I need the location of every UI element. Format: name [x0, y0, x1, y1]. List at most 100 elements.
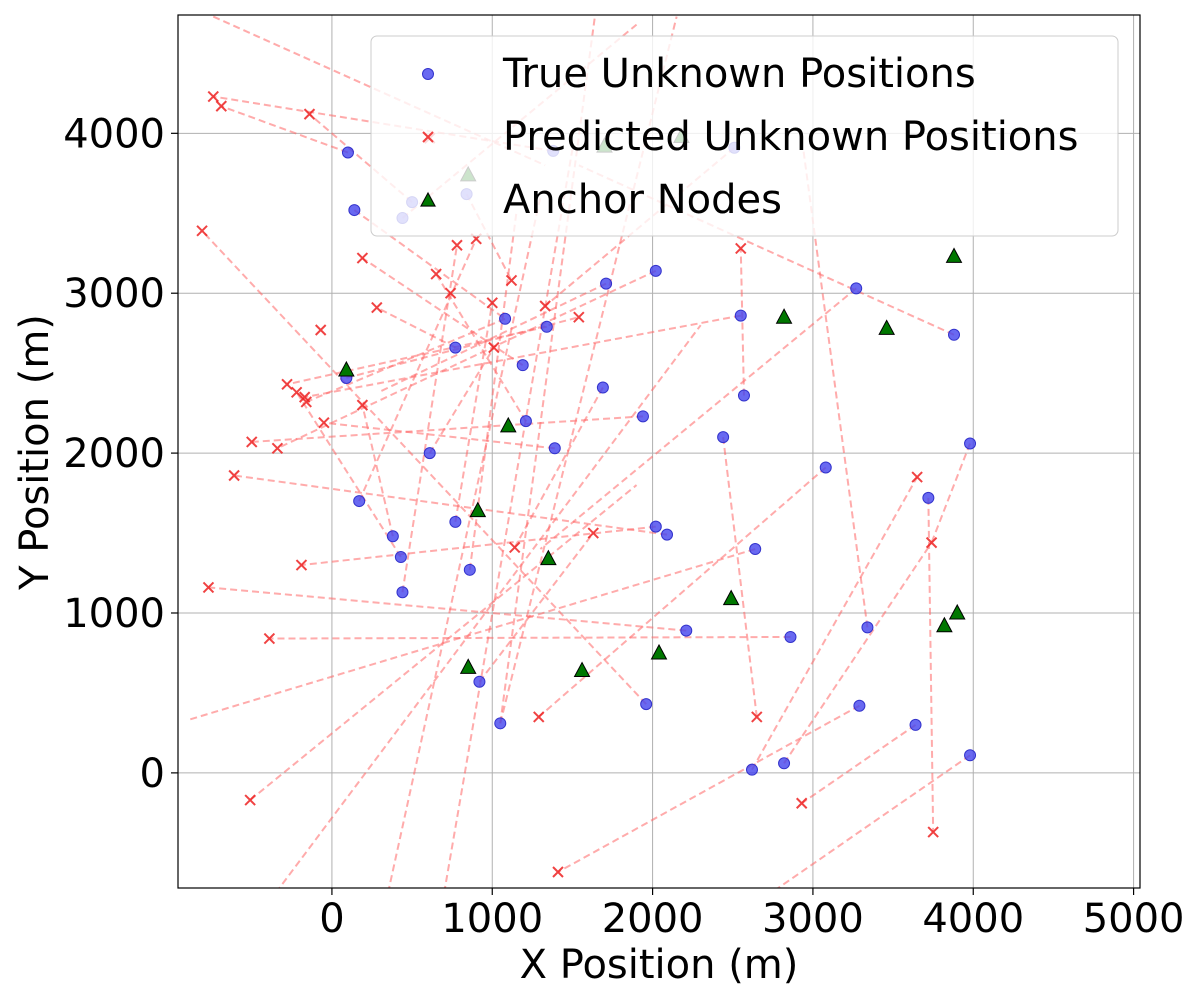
anchor-node-point	[469, 501, 487, 518]
error-line	[361, 257, 524, 366]
error-line	[722, 436, 758, 718]
error-line	[435, 273, 527, 422]
true-positions-series	[340, 141, 977, 776]
predicted-position-point	[263, 632, 276, 645]
true-position-point	[861, 621, 874, 634]
error-line	[201, 230, 647, 705]
plot-frame	[177, 14, 1141, 889]
true-position-point	[463, 563, 476, 576]
anchor-node-point	[650, 643, 668, 660]
error-line	[304, 314, 741, 399]
predicted-position-point	[300, 396, 312, 408]
true-position-point	[596, 381, 609, 394]
y-axis-label: Y Position (m)	[12, 314, 58, 591]
true-position-point	[449, 515, 462, 528]
x-tick-label: 0	[319, 896, 344, 942]
axis-ticks: 0 1000 2000 3000 4000 5000 0 1000 2000 3000 4000	[63, 111, 1184, 942]
error-line	[301, 525, 656, 567]
predicted-position-point	[356, 252, 369, 264]
true-position-point	[909, 718, 922, 731]
error-line	[233, 474, 668, 536]
predicted-position-point	[505, 274, 518, 287]
true-position-point	[348, 204, 361, 217]
legend-label-anchor: Anchor Nodes	[503, 177, 782, 223]
true-position-point	[386, 530, 399, 543]
error-line	[358, 238, 478, 502]
true-position-point	[819, 461, 832, 474]
predicted-position-point	[281, 378, 293, 391]
true-position-point	[353, 495, 366, 508]
anchor-node-point	[499, 416, 517, 433]
predicted-position-point	[246, 436, 258, 448]
error-line	[801, 724, 917, 805]
error-line	[388, 197, 542, 888]
error-line	[208, 586, 687, 632]
legend-label-pred: Predicted Unknown Positions	[503, 114, 1078, 160]
true-position-point	[516, 359, 529, 372]
error-line	[776, 754, 971, 888]
true-position-point	[600, 277, 613, 290]
error-line	[323, 421, 555, 450]
error-line	[361, 404, 394, 537]
predicted-position-point	[303, 108, 316, 120]
error-line	[783, 542, 933, 764]
predicted-position-point	[508, 541, 521, 554]
predicted-position-point	[911, 471, 923, 483]
anchor-node-point	[775, 308, 793, 324]
error-line	[538, 466, 827, 718]
true-position-point	[737, 389, 750, 402]
error-line	[346, 316, 580, 379]
true-position-point	[964, 437, 977, 450]
predicted-position-point	[371, 301, 383, 314]
x-axis-label: X Position (m)	[520, 942, 799, 988]
predicted-position-point	[228, 469, 240, 482]
true-position-point	[649, 264, 662, 277]
predicted-position-point	[271, 442, 284, 455]
error-line	[930, 443, 971, 543]
predicted-position-point	[795, 797, 808, 809]
predicted-position-point	[552, 866, 564, 878]
error-line	[478, 532, 595, 683]
error-line	[557, 704, 860, 873]
predicted-position-point	[488, 341, 500, 354]
error-line	[513, 387, 604, 548]
true-position-point	[423, 447, 436, 460]
anchor-node-point	[936, 616, 953, 633]
x-tick-label: 5000	[1083, 896, 1185, 942]
y-tick-label: 1000	[63, 591, 165, 637]
legend: True Unknown Positions Predicted Unknown…	[370, 35, 1119, 237]
true-position-point	[784, 630, 797, 643]
true-position-point	[922, 491, 935, 504]
predicted-position-point	[533, 711, 545, 723]
true-position-point	[640, 698, 653, 711]
predicted-position-point	[196, 225, 208, 237]
predicted-position-point	[295, 559, 308, 571]
predicted-position-point	[314, 324, 327, 336]
true-position-point	[499, 312, 512, 325]
anchor-node-point	[540, 549, 557, 566]
predicted-position-point	[215, 100, 227, 112]
anchor-node-point	[338, 360, 355, 377]
predicted-position-point	[573, 311, 585, 323]
error-line	[286, 325, 547, 386]
predicted-position-point	[202, 581, 215, 594]
true-position-point	[341, 146, 354, 159]
predicted-position-point	[587, 527, 599, 539]
predicted-position-point	[207, 90, 219, 103]
legend-box	[370, 35, 1119, 237]
predicted-position-point	[430, 268, 442, 280]
error-line	[443, 149, 574, 888]
y-tick-label: 0	[140, 751, 165, 797]
anchor-node-point	[948, 603, 966, 620]
true-position-point	[853, 699, 866, 712]
error-line	[220, 105, 349, 154]
true-position-point	[540, 320, 553, 333]
predicted-position-point	[290, 386, 303, 399]
true-position-point	[745, 763, 758, 776]
true-position-point	[661, 528, 674, 541]
anchor-node-point	[945, 247, 963, 263]
predicted-position-point	[451, 239, 463, 251]
predicted-position-point	[751, 711, 763, 723]
legend-label-true: True Unknown Positions	[502, 51, 976, 97]
predicted-position-point	[486, 297, 498, 309]
